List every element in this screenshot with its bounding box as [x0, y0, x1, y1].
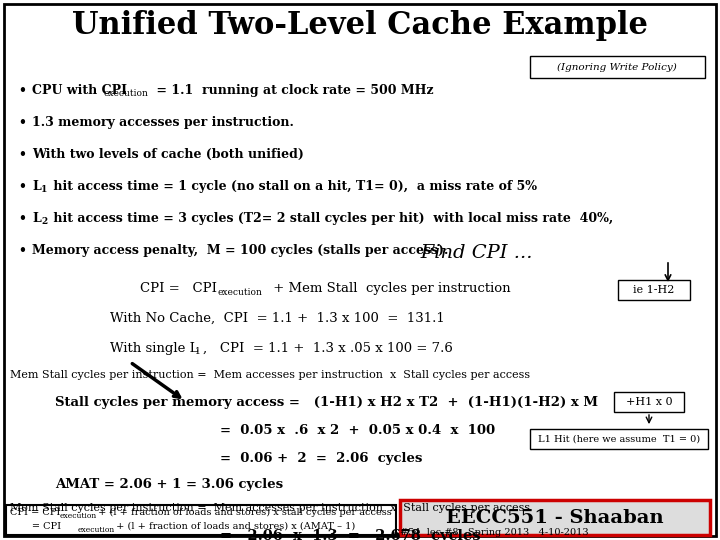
Text: + (l + fraction of loads and stores) x stall cycles per access: + (l + fraction of loads and stores) x s… [95, 508, 392, 517]
Text: L: L [32, 180, 41, 193]
Text: With single L: With single L [110, 342, 199, 355]
Text: Unified Two-Level Cache Example: Unified Two-Level Cache Example [72, 10, 648, 41]
Text: =  0.05 x  .6  x 2  +  0.05 x 0.4  x  100: = 0.05 x .6 x 2 + 0.05 x 0.4 x 100 [220, 424, 495, 437]
Text: hit access time = 3 cycles (T2= 2 stall cycles per hit)  with local miss rate  4: hit access time = 3 cycles (T2= 2 stall … [49, 212, 613, 225]
Text: •: • [18, 116, 26, 129]
Text: EECC551 - Shaaban: EECC551 - Shaaban [446, 509, 664, 527]
Text: Stall cycles per memory access =   (1-H1) x H2 x T2  +  (1-H1)(1-H2) x M: Stall cycles per memory access = (1-H1) … [55, 396, 598, 409]
Text: AMAT = 2.06 + 1 = 3.06 cycles: AMAT = 2.06 + 1 = 3.06 cycles [55, 478, 283, 491]
Text: =   2.06  x  1.3  =   2.678  cycles: = 2.06 x 1.3 = 2.678 cycles [220, 529, 481, 540]
Text: Mem Stall cycles per instruction =  Mem accesses per instruction  x  Stall cycle: Mem Stall cycles per instruction = Mem a… [10, 503, 530, 513]
Text: + Mem Stall  cycles per instruction: + Mem Stall cycles per instruction [269, 282, 510, 295]
Text: hit access time = 1 cycle (no stall on a hit, T1= 0),  a miss rate of 5%: hit access time = 1 cycle (no stall on a… [49, 180, 537, 193]
Text: =  0.06 +  2  =  2.06  cycles: = 0.06 + 2 = 2.06 cycles [220, 452, 423, 465]
Text: 1: 1 [41, 185, 48, 194]
Text: CPI =   CPI: CPI = CPI [140, 282, 217, 295]
Text: +H1 x 0: +H1 x 0 [626, 397, 672, 407]
Text: •: • [18, 212, 26, 225]
Text: 2: 2 [41, 217, 48, 226]
Text: execution: execution [104, 89, 149, 98]
Text: •: • [18, 180, 26, 193]
Text: = CPI: = CPI [10, 522, 61, 531]
Bar [6, 505, 396, 535]
Bar [530, 429, 708, 449]
Text: •: • [18, 84, 26, 97]
Text: ie 1-H2: ie 1-H2 [634, 285, 675, 295]
Text: CPI = CPI: CPI = CPI [10, 508, 60, 517]
Text: L: L [32, 212, 41, 225]
Text: (Ignoring Write Policy): (Ignoring Write Policy) [557, 63, 677, 72]
Text: Mem Stall cycles per instruction =  Mem accesses per instruction  x  Stall cycle: Mem Stall cycles per instruction = Mem a… [10, 370, 530, 380]
Text: + (l + fraction of loads and stores) x (AMAT – 1): + (l + fraction of loads and stores) x (… [113, 522, 355, 531]
Bar [400, 500, 710, 535]
Bar [618, 280, 690, 300]
Text: #54  lec #8   Spring 2013   4-10-2013: #54 lec #8 Spring 2013 4-10-2013 [400, 528, 589, 537]
Text: With No Cache,  CPI  = 1.1 +  1.3 x 100  =  131.1: With No Cache, CPI = 1.1 + 1.3 x 100 = 1… [110, 312, 445, 325]
Text: •: • [18, 148, 26, 161]
Bar [614, 392, 684, 412]
Text: Memory access penalty,  M = 100 cycles (stalls per access).: Memory access penalty, M = 100 cycles (s… [32, 244, 449, 257]
Text: CPU with CPI: CPU with CPI [32, 84, 127, 97]
Text: 1: 1 [195, 347, 201, 356]
Text: execution: execution [217, 288, 262, 297]
Text: Find CPI ...: Find CPI ... [402, 244, 533, 262]
Text: With two levels of cache (both unified): With two levels of cache (both unified) [32, 148, 304, 161]
Text: 1.3 memory accesses per instruction.: 1.3 memory accesses per instruction. [32, 116, 294, 129]
Text: execution: execution [78, 526, 115, 534]
Text: ,   CPI  = 1.1 +  1.3 x .05 x 100 = 7.6: , CPI = 1.1 + 1.3 x .05 x 100 = 7.6 [203, 342, 453, 355]
Text: execution: execution [60, 512, 97, 520]
Text: •: • [18, 244, 26, 257]
Text: = 1.1  running at clock rate = 500 MHz: = 1.1 running at clock rate = 500 MHz [152, 84, 433, 97]
Text: L1 Hit (here we assume  T1 = 0): L1 Hit (here we assume T1 = 0) [538, 435, 700, 443]
Bar [530, 56, 705, 78]
